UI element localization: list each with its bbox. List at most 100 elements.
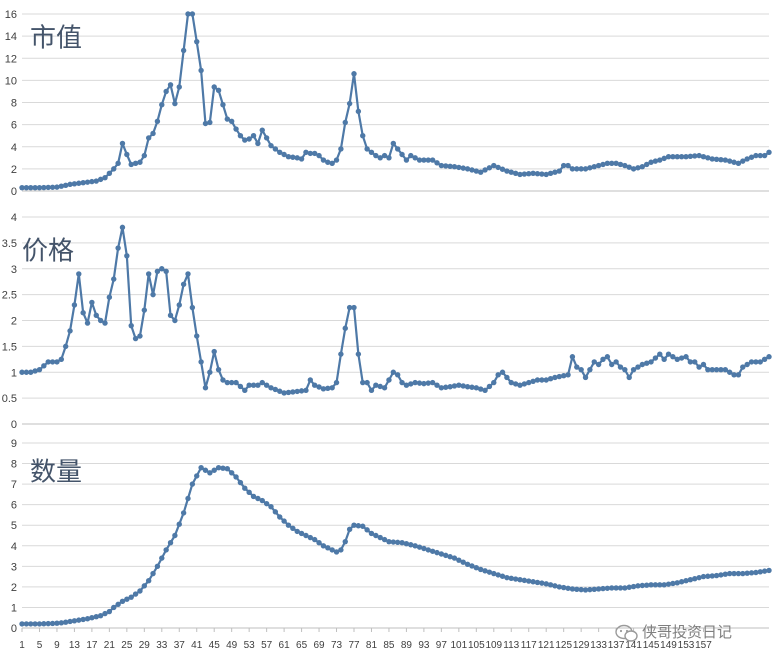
data-point: [609, 585, 615, 591]
data-point: [124, 596, 130, 602]
data-point: [661, 356, 667, 363]
data-point: [351, 304, 357, 311]
data-point: [735, 372, 742, 378]
data-point: [28, 621, 34, 627]
data-point: [364, 146, 370, 152]
data-point: [373, 532, 379, 539]
data-point: [67, 181, 73, 188]
data-point: [41, 621, 47, 627]
data-point: [491, 570, 497, 577]
data-point: [220, 465, 226, 471]
data-point: [102, 320, 108, 326]
data-point: [705, 573, 711, 579]
data-point: [346, 526, 353, 533]
data-point: [661, 155, 667, 162]
data-point: [285, 389, 292, 396]
data-point: [76, 271, 82, 277]
data-point: [224, 379, 231, 386]
data-point: [307, 150, 314, 157]
data-point: [242, 387, 248, 394]
data-point: [512, 576, 519, 582]
data-point: [311, 382, 318, 388]
data-point: [674, 580, 680, 586]
data-point: [403, 157, 410, 163]
data-point: [617, 161, 624, 168]
data-point: [635, 583, 641, 589]
data-point: [560, 162, 567, 169]
data-point: [19, 369, 25, 375]
data-point: [58, 183, 65, 189]
data-point: [360, 379, 366, 386]
data-point: [198, 464, 204, 471]
data-point: [569, 166, 576, 172]
data-point: [399, 379, 405, 386]
data-point: [648, 159, 654, 165]
data-point: [456, 557, 462, 563]
x-tick-label: 1: [19, 640, 25, 651]
data-point: [246, 382, 252, 388]
data-point: [595, 361, 602, 368]
data-point: [111, 166, 117, 172]
chart-panel-2: 0 0.5 1 1.5 2 2.5 3 3.5 4 价格: [2, 212, 772, 431]
data-point: [626, 374, 632, 381]
data-point: [373, 382, 379, 388]
data-point: [207, 470, 213, 476]
data-point: [639, 163, 646, 170]
x-tick-label: 61: [279, 640, 291, 651]
data-point: [552, 169, 558, 175]
data-point: [373, 152, 379, 159]
data-point: [630, 366, 637, 373]
data-point: [180, 47, 187, 54]
data-point: [277, 388, 283, 394]
y-tick-label: 4: [11, 541, 17, 553]
data-point: [36, 366, 43, 373]
data-point: [268, 385, 274, 391]
data-point: [390, 140, 397, 147]
data-point: [526, 379, 532, 386]
data-point: [307, 534, 314, 541]
wechat-icon: [615, 624, 638, 642]
data-point: [338, 351, 344, 357]
data-point: [394, 539, 401, 546]
data-point: [753, 359, 759, 365]
data-point: [692, 575, 698, 582]
data-point: [49, 359, 56, 365]
data-point: [438, 162, 445, 169]
data-point: [132, 335, 139, 342]
data-point: [443, 552, 449, 559]
data-point: [172, 100, 178, 107]
series-points: [19, 11, 772, 191]
data-point: [451, 555, 458, 561]
data-point: [58, 620, 65, 626]
x-tick-label: 97: [436, 640, 448, 651]
data-point: [80, 180, 86, 186]
data-point: [635, 364, 641, 370]
data-point: [62, 182, 69, 188]
data-point: [368, 149, 375, 155]
data-point: [360, 132, 366, 139]
data-point: [368, 387, 375, 394]
data-point: [67, 328, 73, 334]
data-point: [368, 530, 375, 537]
data-point: [434, 549, 440, 556]
data-point: [329, 160, 335, 167]
data-point: [408, 152, 414, 159]
data-point: [587, 586, 593, 593]
data-point: [255, 140, 261, 147]
data-point: [678, 154, 685, 160]
data-point: [259, 379, 265, 386]
data-point: [591, 359, 597, 365]
y-tick-label: 16: [5, 9, 17, 21]
data-point: [639, 361, 646, 368]
data-point: [377, 155, 383, 161]
data-point: [718, 366, 724, 373]
data-point: [499, 166, 506, 172]
data-point: [652, 158, 659, 164]
data-point: [211, 467, 217, 473]
data-point: [447, 554, 453, 560]
watermark-text: 侠哥投资日记: [642, 623, 732, 641]
x-tick-label: 109: [485, 640, 502, 651]
x-tick-label: 137: [608, 640, 625, 651]
data-point: [748, 154, 755, 160]
data-point: [639, 582, 646, 589]
